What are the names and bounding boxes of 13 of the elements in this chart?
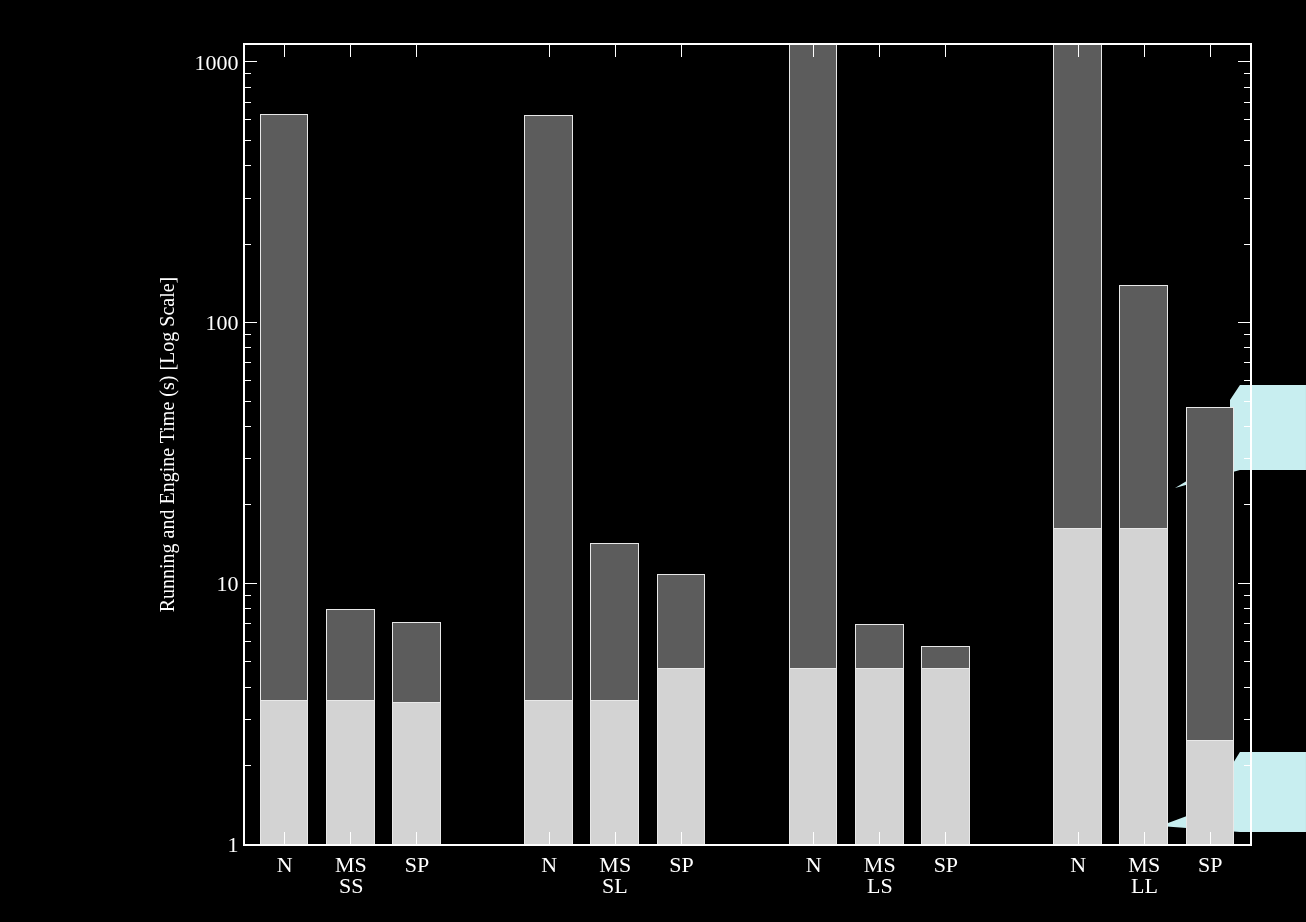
y-axis-title: Running and Engine Time (s) [Log Scale] [155,276,179,613]
x-tick-label: N [276,852,293,878]
x-tick-label: SP [1198,852,1223,878]
y-tick-label: 100 [205,310,239,336]
x-tick-label: N [1070,852,1087,878]
x-tick-label: SP [933,852,959,878]
y-tick-label: 1 [227,831,239,857]
x-tick-label: N [541,852,558,878]
x-tick-label: SP [669,852,694,878]
x-tick-label: N [805,852,822,878]
x-tick-label: SP [404,852,430,878]
y-tick-label: 1000 [194,49,239,75]
y-tick-label: 10 [216,570,239,596]
